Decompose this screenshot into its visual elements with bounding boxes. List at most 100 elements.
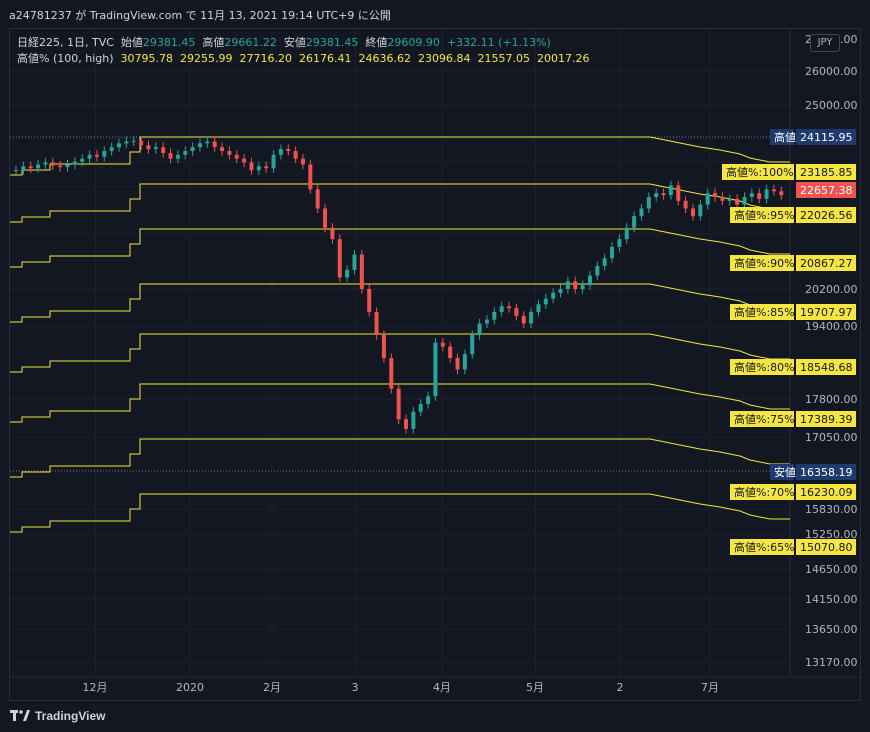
price-label-value: 17389.39 — [800, 413, 853, 426]
price-label-tag-box — [730, 207, 794, 223]
candle-body — [573, 281, 578, 289]
y-tick-label: 25000.00 — [805, 99, 858, 112]
price-label-box — [796, 207, 856, 223]
price-label-tag-box — [770, 464, 794, 480]
candle-body — [462, 354, 467, 370]
price-label-tag: 高値 — [774, 130, 796, 144]
price-label-value: 24115.95 — [800, 131, 853, 144]
candle-body — [249, 162, 254, 171]
x-tick-label: 2020 — [176, 681, 204, 694]
candle-body — [220, 147, 225, 151]
price-label-tag-box — [730, 255, 794, 271]
y-tick-label: 15830.00 — [805, 503, 858, 516]
price-label-value: 18548.68 — [800, 361, 853, 374]
price-label-tag: 高値%:85% — [734, 305, 795, 319]
candle-body — [293, 151, 298, 159]
candle-body — [749, 193, 754, 197]
price-label-tag: 高値%:90% — [734, 256, 795, 270]
y-tick-label: 19400.00 — [805, 320, 858, 333]
price-label-tag: 高値%:70% — [734, 485, 795, 499]
candle-body — [264, 166, 269, 169]
indicator-level-line — [10, 333, 790, 373]
y-tick-label: 13170.00 — [805, 656, 858, 669]
price-label-box — [796, 255, 856, 271]
candle-body — [529, 312, 534, 324]
candle-body — [543, 298, 548, 305]
change-value: +332.11 (+1.13%) — [446, 36, 551, 49]
chart-legend: 日経225, 1日, TVC 始値29381.45 高値29661.22 安値2… — [17, 35, 590, 67]
close-value: 29609.90 — [387, 36, 440, 49]
candle-body — [448, 346, 453, 358]
candle-body — [14, 170, 18, 172]
candle-body — [764, 189, 769, 199]
indicator-value-0: 30795.78 — [120, 52, 174, 65]
candle-body — [65, 164, 70, 168]
candle-body — [168, 152, 173, 159]
low-label: 安値 — [283, 36, 306, 49]
candle-body — [36, 164, 41, 169]
indicator-level-line — [10, 228, 790, 268]
publish-text: a24781237 が TradingView.com で 11月 13, 20… — [9, 9, 391, 22]
price-label-tag-box — [730, 539, 794, 555]
indicator-row: 高値% (100, high) 30795.78 29255.99 27716.… — [17, 51, 590, 67]
candle-body — [470, 335, 475, 355]
candle-body — [514, 308, 519, 316]
candle-body — [668, 185, 673, 196]
candle-body — [565, 281, 570, 289]
price-label-box — [796, 129, 856, 145]
candle-body — [580, 285, 585, 289]
candle-body — [21, 166, 26, 171]
candle-body — [139, 140, 144, 146]
price-label-box — [796, 182, 856, 198]
candle-body — [735, 198, 740, 205]
y-tick-label: 17050.00 — [805, 431, 858, 444]
indicator-value-5: 23096.84 — [418, 52, 471, 65]
candle-body — [175, 154, 180, 159]
candle-body — [337, 239, 342, 278]
candle-body — [352, 254, 357, 270]
indicator-value-7: 20017.26 — [537, 52, 590, 65]
price-label-tag: 高値%:100% — [726, 165, 794, 179]
indicator-value-2: 27716.20 — [239, 52, 293, 65]
candle-body — [639, 208, 644, 217]
price-label-tag: 高値%:75% — [734, 412, 795, 426]
price-chart[interactable]: 27000.0026000.0025000.0020200.0019400.00… — [10, 29, 861, 701]
candle-body — [690, 208, 695, 217]
price-label-value: 22026.56 — [800, 209, 853, 222]
x-tick-label: 2月 — [263, 681, 281, 694]
price-label-box — [796, 539, 856, 555]
candle-body — [551, 292, 556, 299]
candle-body — [727, 198, 732, 201]
open-value: 29381.45 — [142, 36, 196, 49]
price-label-tag-box — [730, 359, 794, 375]
candle-body — [632, 216, 637, 228]
candle-body — [713, 193, 718, 197]
open-label: 始値 — [120, 36, 143, 49]
currency-button[interactable]: JPY — [810, 34, 840, 52]
y-tick-label: 14650.00 — [805, 563, 858, 576]
candle-body — [197, 143, 202, 148]
candle-body — [58, 165, 63, 168]
candle-body — [359, 254, 364, 289]
candle-body — [256, 166, 261, 171]
price-label-value: 22657.38 — [800, 184, 853, 197]
candle-body — [418, 404, 423, 412]
candle-body — [705, 193, 710, 205]
candle-body — [242, 158, 247, 163]
price-label-value: 20867.27 — [800, 257, 853, 270]
chart-pane[interactable]: 27000.0026000.0025000.0020200.0019400.00… — [9, 28, 861, 701]
candle-body — [300, 158, 305, 165]
candle-body — [330, 227, 335, 240]
tradingview-logo[interactable]: TradingView — [10, 709, 105, 723]
price-label-value: 23185.85 — [800, 166, 853, 179]
low-value: 29381.45 — [305, 36, 359, 49]
indicator-level-line — [10, 136, 790, 176]
price-label-value: 15070.80 — [800, 541, 853, 554]
indicator-level-line — [10, 183, 790, 223]
candle-body — [617, 239, 622, 247]
indicator-level-line — [10, 438, 790, 478]
indicator-level-line — [10, 383, 790, 423]
price-label-tag-box — [770, 129, 794, 145]
footer: TradingView — [0, 701, 870, 732]
candle-body — [602, 258, 607, 266]
